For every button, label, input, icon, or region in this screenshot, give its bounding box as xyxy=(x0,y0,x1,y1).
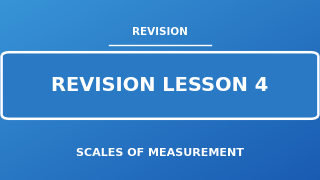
FancyBboxPatch shape xyxy=(2,52,318,119)
Text: SCALES OF MEASUREMENT: SCALES OF MEASUREMENT xyxy=(76,148,244,158)
Text: REVISION: REVISION xyxy=(132,27,188,37)
Text: REVISION LESSON 4: REVISION LESSON 4 xyxy=(52,76,268,95)
